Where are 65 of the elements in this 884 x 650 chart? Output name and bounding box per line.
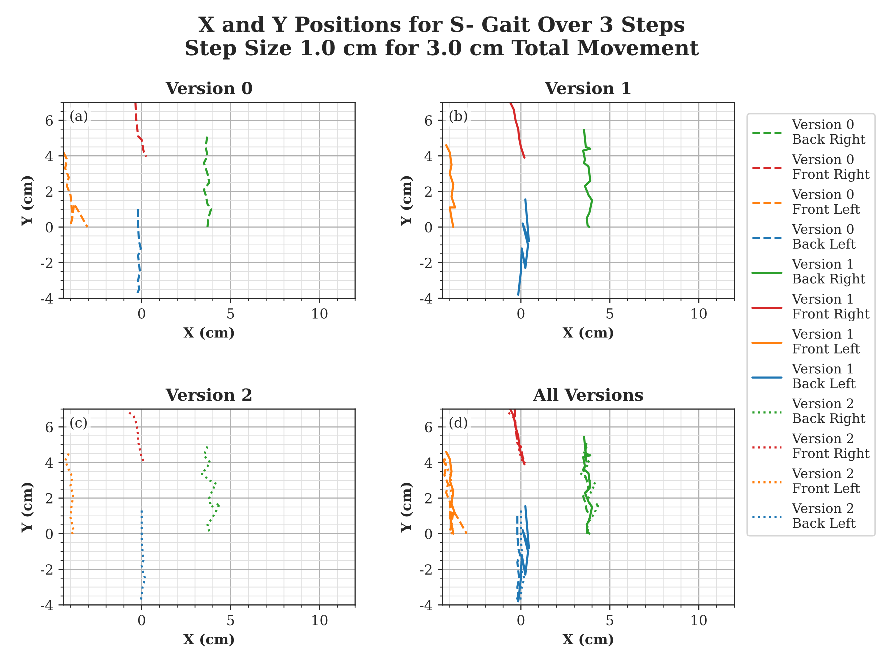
x-tick-label: 5 [228, 308, 234, 319]
y-tick-label: 4 [424, 151, 432, 162]
y-tick-label: 6 [46, 422, 54, 433]
y-tick-label: 6 [425, 115, 432, 126]
legend-label: Version 2 Front Left [792, 468, 860, 494]
chart-title: Version 1 [545, 82, 631, 95]
y-tick-label: -4 [41, 293, 54, 304]
x-axis-title: X (cm) [184, 634, 234, 647]
x-axis-title: X (cm) [562, 634, 614, 647]
y-tick-label: 2 [425, 493, 432, 504]
y-axis-title: Y (cm) [400, 176, 414, 226]
text: X and Y Positions for S- Gait Over 3 Steps Step Size 1.0 cm for 3.0 cm Total Movement [186, 16, 700, 60]
chart-title: All Versions [533, 388, 644, 402]
x-tick-label: 0 [518, 615, 525, 626]
annotation: (c) [70, 417, 87, 430]
annotation: (a) [70, 110, 88, 124]
legend-label: Version 2 Front Right [792, 434, 870, 462]
legend-label: Version 2 Back Left [792, 503, 856, 528]
y-tick-label: 2 [46, 186, 53, 197]
x-tick-label: 10 [312, 308, 328, 319]
y-tick-label: 6 [425, 422, 432, 433]
y-tick-label: -4 [41, 600, 54, 610]
y-tick-label: 2 [46, 493, 53, 504]
legend-label: Version 1 Front Left [792, 329, 860, 354]
legend-label: Version 0 Front Right [792, 154, 870, 182]
chart-title: Version 0 [166, 82, 252, 95]
x-tick-label: 0 [518, 308, 525, 319]
y-tick-label: 0 [46, 222, 54, 233]
x-tick-label: 10 [692, 615, 707, 626]
x-tick-label: 10 [312, 615, 328, 626]
y-tick-label: -4 [420, 600, 432, 610]
y-tick-label: 6 [46, 115, 54, 126]
x-tick-label: 10 [692, 308, 707, 319]
x-axis-title: X (cm) [184, 327, 234, 340]
y-axis-title: Y (cm) [400, 483, 414, 533]
legend-label: Version 1 Back Right [792, 259, 866, 287]
chart-title: Version 2 [166, 388, 252, 402]
y-axis-title: Y (cm) [21, 483, 34, 533]
x-tick-label: 0 [138, 615, 146, 626]
y-tick-label: 0 [425, 222, 432, 233]
x-tick-label: 0 [138, 308, 146, 319]
y-tick-label: -2 [420, 258, 432, 268]
y-tick-label: -4 [420, 293, 432, 304]
y-tick-label: 0 [46, 528, 54, 540]
y-tick-label: -2 [41, 258, 53, 268]
y-tick-label: -2 [420, 564, 432, 575]
y-tick-label: -2 [41, 564, 53, 575]
y-axis-title: Y (cm) [21, 176, 34, 226]
legend-label: Version 1 Back Left [792, 364, 856, 389]
legend-label: Version 0 Back Right [792, 119, 866, 147]
y-tick-label: 4 [46, 151, 54, 162]
x-tick-label: 5 [606, 308, 614, 319]
legend-label: Version 1 Front Right [792, 294, 870, 322]
x-tick-label: 5 [606, 615, 614, 626]
legend-label: Version 0 Front Left [792, 189, 860, 214]
legend-label: Version 0 Back Left [792, 224, 856, 250]
annotation: (b) [450, 110, 468, 124]
x-axis-title: X (cm) [562, 327, 614, 340]
y-tick-label: 4 [46, 458, 54, 468]
y-tick-label: 0 [425, 528, 432, 540]
annotation: (d) [450, 417, 468, 430]
x-tick-label: 5 [228, 615, 234, 626]
legend-label: Version 2 Back Right [792, 398, 866, 426]
y-tick-label: 2 [425, 186, 432, 197]
y-tick-label: 4 [424, 458, 432, 468]
